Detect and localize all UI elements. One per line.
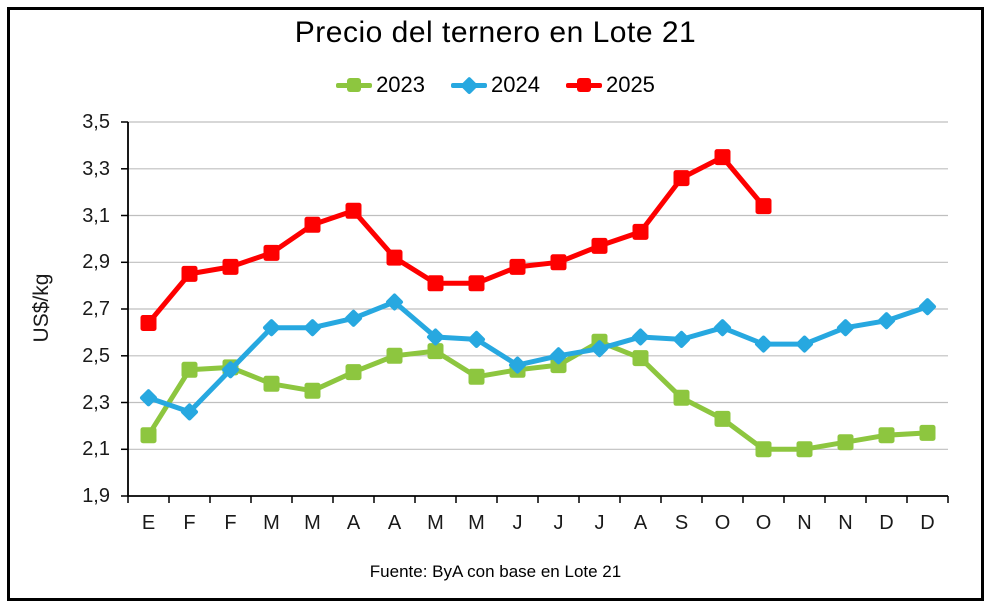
legend-diamond-marker-icon	[451, 74, 488, 96]
y-tick-label: 3,5	[82, 111, 110, 133]
x-tick-label: M	[468, 512, 485, 534]
y-tick-label: 3,3	[82, 157, 110, 180]
x-tick-label: J	[594, 512, 605, 534]
x-tick-label: A	[633, 512, 648, 534]
source-note: Fuente: ByA con base en Lote 21	[369, 562, 622, 581]
chart-border	[7, 7, 984, 601]
x-tick-label: S	[674, 512, 689, 534]
x-tick-label: N	[797, 512, 812, 534]
y-tick-label: 1,9	[82, 485, 110, 507]
x-tick-label: N	[838, 512, 853, 534]
legend-square-marker-icon	[336, 74, 373, 96]
x-tick-label: O	[714, 512, 731, 534]
x-tick-label: J	[512, 512, 523, 534]
y-tick-label: 3,1	[82, 204, 110, 227]
x-tick-label: F	[224, 512, 237, 534]
x-tick-label: O	[755, 512, 772, 534]
legend-item-2024: 2024	[451, 72, 540, 98]
legend: 2023 2024 2025	[0, 72, 991, 98]
y-tick-label: 2,5	[82, 344, 110, 367]
x-tick-label: M	[263, 512, 280, 534]
legend-square-marker-icon	[565, 74, 602, 96]
legend-label-2024: 2024	[491, 72, 540, 97]
x-tick-label: M	[304, 512, 321, 534]
price-line-chart	[121, 121, 949, 503]
x-tick-label: A	[346, 512, 361, 534]
x-tick-label: E	[141, 512, 156, 534]
legend-label-2025: 2025	[605, 72, 655, 97]
legend-item-2023: 2023	[336, 72, 425, 98]
y-tick-label: 2,9	[82, 251, 110, 274]
x-tick-label: A	[387, 512, 402, 534]
x-tick-label: D	[920, 512, 935, 534]
page-title: Precio del ternero en Lote 21	[294, 16, 697, 49]
y-tick-label: 2,7	[82, 298, 110, 320]
x-tick-label: F	[183, 512, 196, 534]
x-tick-label: D	[879, 512, 894, 534]
y-tick-label: 2,1	[82, 438, 110, 461]
y-tick-label: 2,3	[82, 391, 110, 414]
legend-label-2023: 2023	[376, 72, 426, 97]
x-tick-label: J	[553, 512, 564, 534]
x-tick-label: M	[427, 512, 444, 534]
legend-item-2025: 2025	[565, 72, 655, 98]
